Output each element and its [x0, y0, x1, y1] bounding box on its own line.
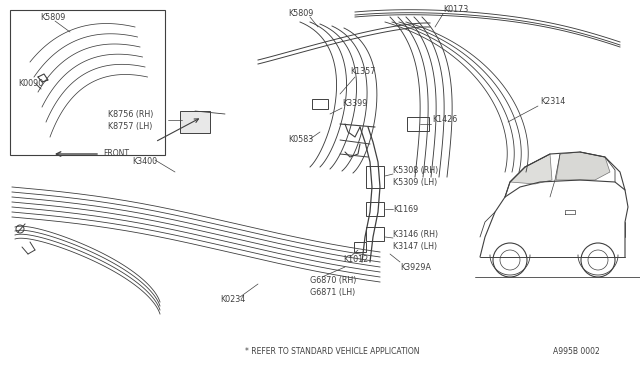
Text: K3929A: K3929A — [400, 263, 431, 272]
Text: K0090: K0090 — [18, 80, 44, 89]
Bar — [407, 117, 429, 131]
Text: * REFER TO STANDARD VEHICLE APPLICATION: * REFER TO STANDARD VEHICLE APPLICATION — [245, 347, 419, 356]
Bar — [366, 166, 384, 188]
Text: FRONT: FRONT — [103, 150, 129, 158]
Text: G6871 (LH): G6871 (LH) — [310, 288, 355, 296]
Text: K8756 (RH): K8756 (RH) — [108, 109, 154, 119]
Text: A995B 0002: A995B 0002 — [553, 347, 600, 356]
Text: K3400: K3400 — [132, 157, 157, 167]
Polygon shape — [510, 154, 552, 184]
Text: K5308 (RH): K5308 (RH) — [393, 166, 438, 174]
Bar — [366, 227, 384, 241]
Text: K0173: K0173 — [443, 6, 468, 15]
Text: K2314: K2314 — [540, 97, 565, 106]
Bar — [366, 202, 384, 216]
Text: K5809: K5809 — [288, 10, 314, 19]
Text: K3147 (LH): K3147 (LH) — [393, 241, 437, 250]
Bar — [10, 10, 165, 155]
Bar — [354, 242, 366, 252]
Text: K1012: K1012 — [343, 256, 368, 264]
Polygon shape — [556, 152, 610, 180]
Bar — [180, 111, 210, 133]
Text: K1426: K1426 — [432, 115, 457, 125]
Text: K5809: K5809 — [40, 13, 65, 22]
Text: K5309 (LH): K5309 (LH) — [393, 177, 437, 186]
Text: K0583: K0583 — [288, 135, 313, 144]
Bar — [312, 99, 328, 109]
Text: K1357: K1357 — [350, 67, 376, 77]
Text: K3399: K3399 — [342, 99, 367, 109]
Text: K0234: K0234 — [220, 295, 245, 305]
Text: K1169: K1169 — [393, 205, 419, 214]
Text: K8757 (LH): K8757 (LH) — [108, 122, 152, 131]
Text: K3146 (RH): K3146 (RH) — [393, 230, 438, 238]
Text: G6870 (RH): G6870 (RH) — [310, 276, 356, 285]
